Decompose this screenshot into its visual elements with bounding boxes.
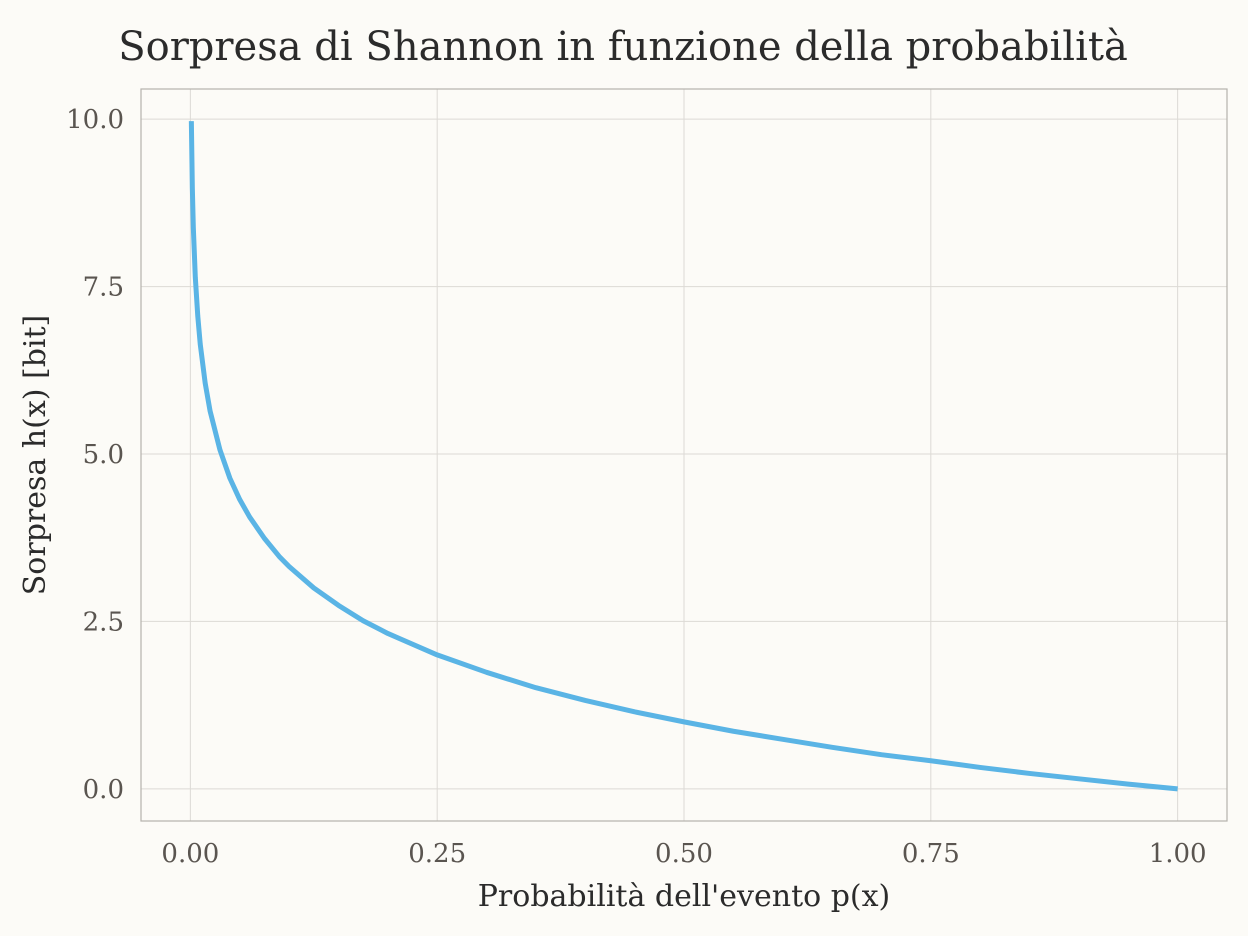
y-axis-ticks: 0.0 2.5 5.0 7.5 10.0: [66, 105, 124, 805]
y-axis-label: Sorpresa h(x) [bit]: [18, 315, 53, 596]
series-layer: [188, 121, 1178, 792]
y-tick-label: 7.5: [83, 273, 124, 303]
y-tick-label: 5.0: [83, 440, 124, 470]
x-axis-label: Probabilità dell'evento p(x): [478, 879, 891, 914]
x-tick-label: 0.50: [655, 839, 713, 869]
grid: [141, 89, 1227, 821]
chart-title: Sorpresa di Shannon in funzione della pr…: [118, 24, 1128, 70]
series-line-0: [188, 121, 1178, 792]
x-axis-ticks: 0.00 0.25 0.50 0.75 1.00: [161, 839, 1206, 869]
y-tick-label: 0.0: [83, 775, 124, 805]
y-tick-label: 2.5: [83, 607, 124, 637]
x-tick-label: 0.25: [408, 839, 466, 869]
x-tick-label: 1.00: [1149, 839, 1207, 869]
y-tick-label: 10.0: [66, 105, 124, 135]
x-tick-label: 0.00: [161, 839, 219, 869]
x-tick-label: 0.75: [902, 839, 960, 869]
plot-frame: [140, 88, 1228, 822]
